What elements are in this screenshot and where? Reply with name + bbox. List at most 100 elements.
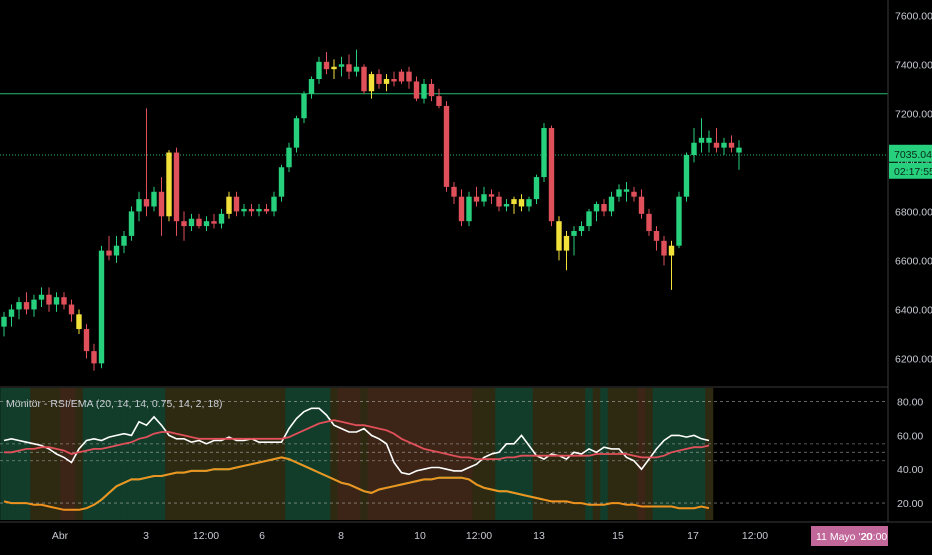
candle-body[interactable]	[706, 137, 712, 143]
candlestick-series[interactable]	[1, 49, 742, 371]
candle-body[interactable]	[503, 204, 510, 207]
candle-body[interactable]	[16, 302, 22, 310]
candle-body[interactable]	[631, 191, 637, 197]
candle-body[interactable]	[98, 250, 105, 364]
candle-body[interactable]	[691, 142, 697, 155]
candle-body[interactable]	[316, 61, 322, 79]
candle-body[interactable]	[608, 196, 615, 212]
candle-body[interactable]	[698, 137, 705, 143]
candle-body[interactable]	[376, 74, 382, 84]
candle-body[interactable]	[8, 309, 15, 317]
candle-body[interactable]	[218, 213, 225, 224]
candle-body[interactable]	[421, 83, 427, 99]
candle-body[interactable]	[113, 245, 120, 256]
candle-body[interactable]	[578, 226, 585, 231]
candle-body[interactable]	[323, 61, 330, 70]
candle-body[interactable]	[511, 199, 517, 205]
candle-body[interactable]	[241, 208, 247, 212]
candle-body[interactable]	[593, 204, 600, 212]
candle-body[interactable]	[76, 314, 82, 330]
candle-body[interactable]	[278, 167, 285, 197]
candle-body[interactable]	[638, 196, 645, 214]
candle-body[interactable]	[1, 316, 7, 327]
candle-body[interactable]	[143, 199, 150, 207]
candle-body[interactable]	[106, 250, 112, 256]
candle-body[interactable]	[406, 71, 412, 82]
candle-body[interactable]	[128, 211, 135, 236]
candle-body[interactable]	[23, 302, 30, 310]
candle-body[interactable]	[481, 194, 487, 202]
candle-body[interactable]	[46, 294, 52, 305]
candle-body[interactable]	[526, 199, 532, 207]
candle-body[interactable]	[248, 208, 255, 212]
candle-body[interactable]	[31, 299, 37, 310]
candle-body[interactable]	[586, 211, 592, 227]
candle-body[interactable]	[473, 196, 480, 202]
candle-body[interactable]	[331, 66, 337, 70]
candle-body[interactable]	[458, 196, 465, 222]
candle-body[interactable]	[488, 194, 495, 197]
candle-body[interactable]	[443, 105, 450, 187]
candle-body[interactable]	[728, 142, 735, 148]
candle-body[interactable]	[271, 196, 277, 212]
candle-body[interactable]	[158, 191, 165, 217]
candle-body[interactable]	[518, 199, 525, 207]
candle-body[interactable]	[436, 96, 442, 106]
rsi-line[interactable]	[3, 407, 710, 476]
candle-body[interactable]	[203, 221, 210, 227]
candle-body[interactable]	[136, 199, 142, 212]
candle-body[interactable]	[413, 81, 420, 99]
candle-body[interactable]	[533, 177, 540, 200]
candle-body[interactable]	[346, 64, 352, 72]
candle-body[interactable]	[353, 66, 360, 72]
candle-body[interactable]	[616, 189, 622, 197]
candle-body[interactable]	[91, 351, 97, 364]
candle-body[interactable]	[668, 245, 675, 256]
candle-body[interactable]	[661, 240, 667, 256]
candle-body[interactable]	[563, 235, 570, 251]
candle-body[interactable]	[211, 221, 217, 224]
candle-body[interactable]	[736, 147, 742, 153]
candle-body[interactable]	[181, 221, 187, 227]
ema-line[interactable]	[4, 419, 710, 460]
candle-body[interactable]	[38, 294, 45, 300]
candle-body[interactable]	[151, 191, 157, 207]
candle-body[interactable]	[293, 118, 300, 148]
candle-body[interactable]	[683, 155, 690, 197]
candle-body[interactable]	[368, 74, 375, 92]
candle-body[interactable]	[383, 79, 390, 84]
candle-body[interactable]	[361, 66, 367, 92]
candle-body[interactable]	[713, 142, 720, 148]
candle-body[interactable]	[173, 152, 180, 222]
candle-body[interactable]	[646, 213, 652, 231]
candle-body[interactable]	[263, 208, 270, 212]
lower-line[interactable]	[3, 456, 710, 511]
candle-body[interactable]	[623, 189, 630, 192]
candle-body[interactable]	[121, 235, 127, 246]
candle-body[interactable]	[301, 93, 307, 119]
candle-body[interactable]	[83, 329, 90, 352]
candle-body[interactable]	[398, 71, 405, 82]
candle-body[interactable]	[188, 218, 195, 227]
indicator-lines[interactable]	[3, 407, 710, 511]
candle-body[interactable]	[676, 196, 682, 246]
candle-body[interactable]	[466, 196, 472, 222]
candle-body[interactable]	[428, 83, 435, 97]
candle-body[interactable]	[451, 186, 457, 197]
candle-body[interactable]	[286, 147, 292, 168]
candle-body[interactable]	[233, 196, 240, 212]
candle-body[interactable]	[556, 221, 562, 251]
candle-body[interactable]	[721, 142, 727, 148]
candle-body[interactable]	[61, 297, 67, 305]
candle-body[interactable]	[308, 79, 315, 94]
candle-body[interactable]	[256, 208, 262, 212]
candle-body[interactable]	[391, 79, 397, 82]
candle-body[interactable]	[68, 304, 75, 315]
candle-body[interactable]	[196, 218, 202, 227]
candle-body[interactable]	[166, 152, 172, 217]
candle-body[interactable]	[548, 128, 555, 222]
candle-body[interactable]	[571, 231, 577, 236]
candle-body[interactable]	[653, 231, 660, 241]
candle-body[interactable]	[338, 64, 345, 67]
